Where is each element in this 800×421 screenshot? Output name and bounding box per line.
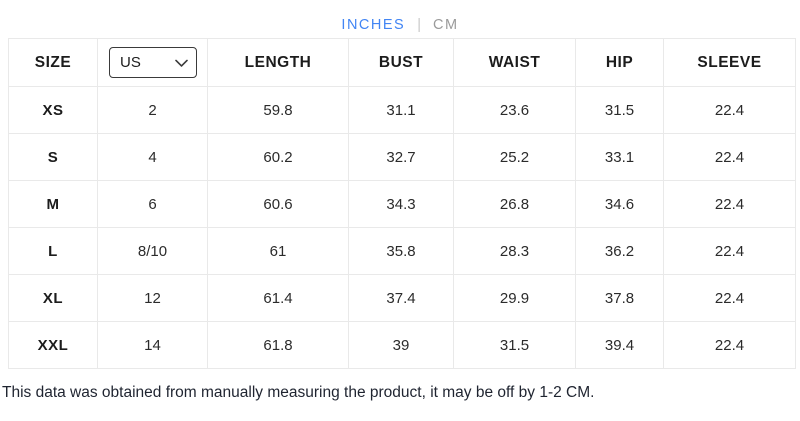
- length-cell: 60.2: [207, 133, 349, 181]
- size-cell: XL: [8, 274, 98, 322]
- hip-cell: 31.5: [575, 86, 664, 134]
- us-size-cell: 2: [97, 86, 208, 134]
- sleeve-cell: 22.4: [663, 133, 796, 181]
- size-chart-table: SIZE US LENGTH BUST WAIST HIP SLEEVE: [8, 38, 796, 369]
- size-cell: M: [8, 180, 98, 228]
- table-row: XS 2 59.8 31.1 23.6 31.5 22.4: [8, 86, 796, 134]
- column-header-size: SIZE: [8, 38, 98, 87]
- unit-toggle-inches[interactable]: INCHES: [341, 16, 406, 33]
- region-select-wrap: US: [109, 47, 197, 78]
- waist-cell: 26.8: [453, 180, 576, 228]
- waist-cell: 25.2: [453, 133, 576, 181]
- waist-cell: 31.5: [453, 321, 576, 369]
- column-header-length: LENGTH: [207, 38, 349, 87]
- waist-cell: 28.3: [453, 227, 576, 275]
- measurement-disclaimer: This data was obtained from manually mea…: [2, 384, 595, 401]
- table-row: XXL 14 61.8 39 31.5 39.4 22.4: [8, 321, 796, 369]
- column-header-region: US: [97, 38, 208, 87]
- us-size-cell: 6: [97, 180, 208, 228]
- bust-cell: 34.3: [348, 180, 454, 228]
- sleeve-cell: 22.4: [663, 180, 796, 228]
- waist-cell: 23.6: [453, 86, 576, 134]
- sleeve-cell: 22.4: [663, 86, 796, 134]
- waist-cell: 29.9: [453, 274, 576, 322]
- table-row: XL 12 61.4 37.4 29.9 37.8 22.4: [8, 274, 796, 322]
- hip-cell: 34.6: [575, 180, 664, 228]
- size-cell: XXL: [8, 321, 98, 369]
- bust-cell: 39: [348, 321, 454, 369]
- length-cell: 59.8: [207, 86, 349, 134]
- size-cell: L: [8, 227, 98, 275]
- column-header-sleeve: SLEEVE: [663, 38, 796, 87]
- us-size-cell: 4: [97, 133, 208, 181]
- table-header-row: SIZE US LENGTH BUST WAIST HIP SLEEVE: [8, 38, 796, 87]
- us-size-cell: 8/10: [97, 227, 208, 275]
- unit-toggle-cm[interactable]: CM: [433, 16, 459, 33]
- bust-cell: 35.8: [348, 227, 454, 275]
- length-cell: 61: [207, 227, 349, 275]
- hip-cell: 36.2: [575, 227, 664, 275]
- hip-cell: 39.4: [575, 321, 664, 369]
- hip-cell: 33.1: [575, 133, 664, 181]
- length-cell: 60.6: [207, 180, 349, 228]
- unit-toggle: INCHES | CM: [0, 0, 800, 38]
- length-cell: 61.8: [207, 321, 349, 369]
- unit-toggle-divider: |: [417, 16, 421, 33]
- sleeve-cell: 22.4: [663, 227, 796, 275]
- column-header-bust: BUST: [348, 38, 454, 87]
- sleeve-cell: 22.4: [663, 274, 796, 322]
- table-row: M 6 60.6 34.3 26.8 34.6 22.4: [8, 180, 796, 228]
- column-header-waist: WAIST: [453, 38, 576, 87]
- table-row: L 8/10 61 35.8 28.3 36.2 22.4: [8, 227, 796, 275]
- length-cell: 61.4: [207, 274, 349, 322]
- bust-cell: 32.7: [348, 133, 454, 181]
- column-header-hip: HIP: [575, 38, 664, 87]
- us-size-cell: 12: [97, 274, 208, 322]
- hip-cell: 37.8: [575, 274, 664, 322]
- bust-cell: 31.1: [348, 86, 454, 134]
- table-row: S 4 60.2 32.7 25.2 33.1 22.4: [8, 133, 796, 181]
- sleeve-cell: 22.4: [663, 321, 796, 369]
- size-cell: S: [8, 133, 98, 181]
- size-cell: XS: [8, 86, 98, 134]
- size-region-select[interactable]: US: [109, 47, 197, 78]
- us-size-cell: 14: [97, 321, 208, 369]
- bust-cell: 37.4: [348, 274, 454, 322]
